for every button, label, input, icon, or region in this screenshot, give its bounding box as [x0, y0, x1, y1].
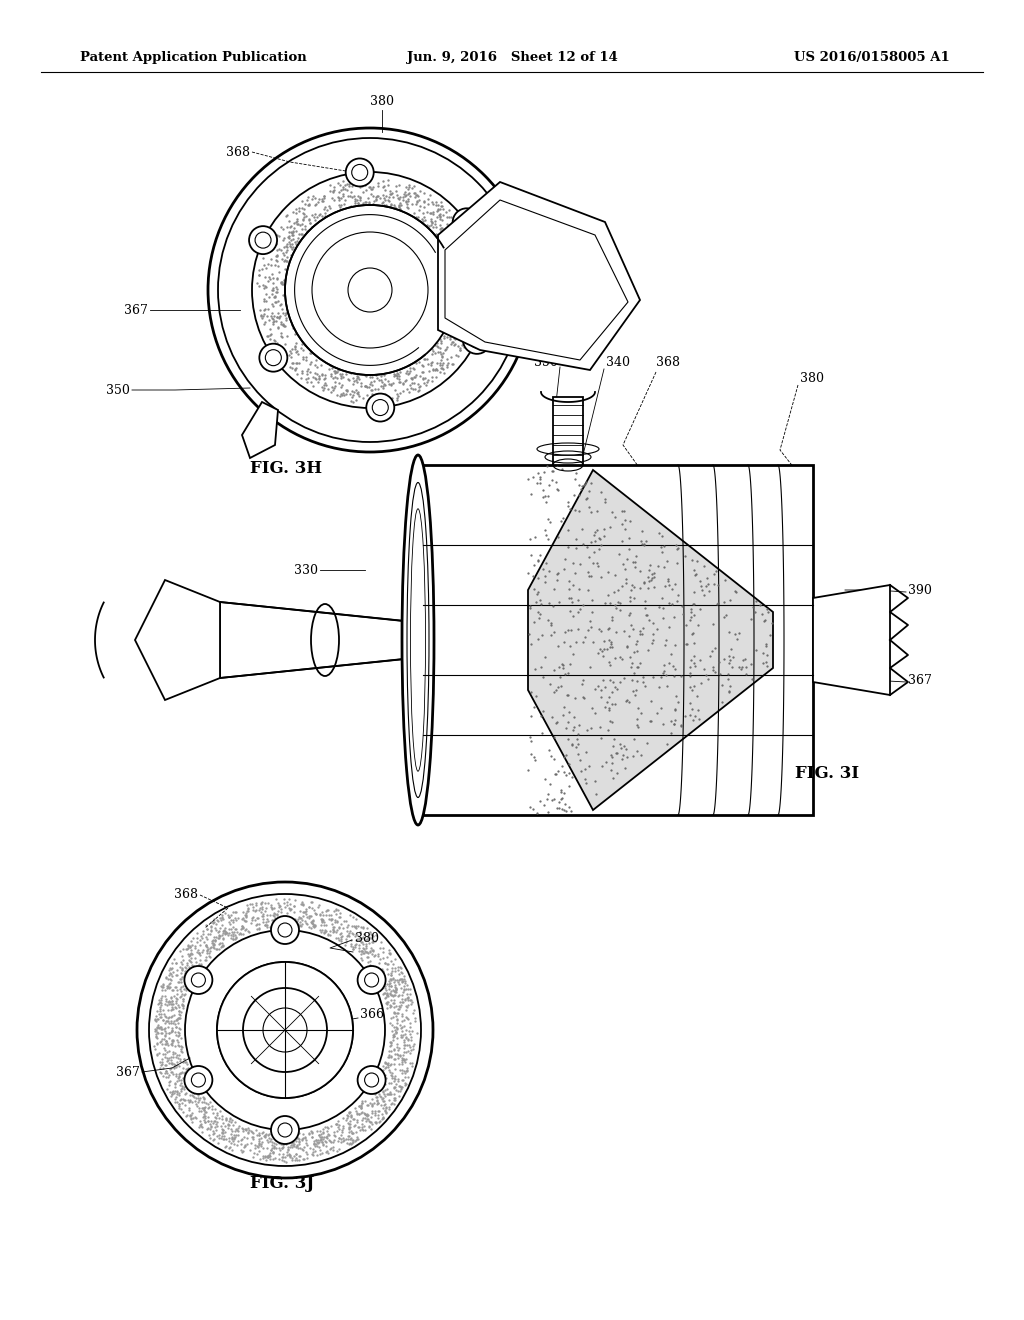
Polygon shape	[438, 182, 640, 370]
Text: Patent Application Publication: Patent Application Publication	[80, 51, 307, 65]
Polygon shape	[242, 403, 278, 458]
Text: 330: 330	[294, 564, 318, 577]
Text: US 2016/0158005 A1: US 2016/0158005 A1	[795, 51, 950, 65]
Text: 367: 367	[908, 673, 932, 686]
FancyBboxPatch shape	[553, 397, 583, 465]
Circle shape	[346, 158, 374, 186]
Circle shape	[285, 205, 455, 375]
Circle shape	[367, 393, 394, 421]
Circle shape	[357, 1067, 386, 1094]
Polygon shape	[135, 579, 220, 700]
Circle shape	[217, 962, 353, 1098]
Polygon shape	[528, 470, 773, 810]
Text: 350: 350	[106, 384, 130, 396]
Polygon shape	[813, 585, 890, 696]
Circle shape	[249, 226, 278, 255]
Circle shape	[271, 916, 299, 944]
Text: 368: 368	[174, 888, 198, 902]
Circle shape	[184, 1067, 212, 1094]
Text: 367: 367	[116, 1065, 140, 1078]
Text: 390: 390	[543, 211, 567, 224]
Text: 380: 380	[370, 95, 394, 108]
Ellipse shape	[402, 455, 434, 825]
Text: 367: 367	[124, 304, 148, 317]
Circle shape	[463, 326, 490, 354]
Text: 380: 380	[800, 372, 824, 385]
Text: 368: 368	[226, 145, 250, 158]
Polygon shape	[220, 602, 413, 678]
Circle shape	[184, 966, 212, 994]
Text: 368: 368	[656, 355, 680, 368]
Text: 390: 390	[908, 583, 932, 597]
Text: 366: 366	[606, 755, 630, 768]
Text: 380: 380	[355, 932, 379, 945]
Text: FIG. 3H: FIG. 3H	[250, 459, 323, 477]
Circle shape	[357, 966, 386, 994]
Text: 366: 366	[360, 1008, 384, 1022]
Text: FIG. 3J: FIG. 3J	[250, 1175, 314, 1192]
Text: 340: 340	[606, 355, 630, 368]
Circle shape	[271, 1115, 299, 1144]
Circle shape	[259, 343, 288, 372]
FancyBboxPatch shape	[423, 465, 813, 814]
Circle shape	[453, 209, 480, 236]
Polygon shape	[445, 201, 628, 360]
Text: FIG. 3I: FIG. 3I	[795, 766, 859, 781]
Text: 350: 350	[535, 355, 558, 368]
Text: Jun. 9, 2016   Sheet 12 of 14: Jun. 9, 2016 Sheet 12 of 14	[407, 51, 617, 65]
Circle shape	[217, 962, 353, 1098]
